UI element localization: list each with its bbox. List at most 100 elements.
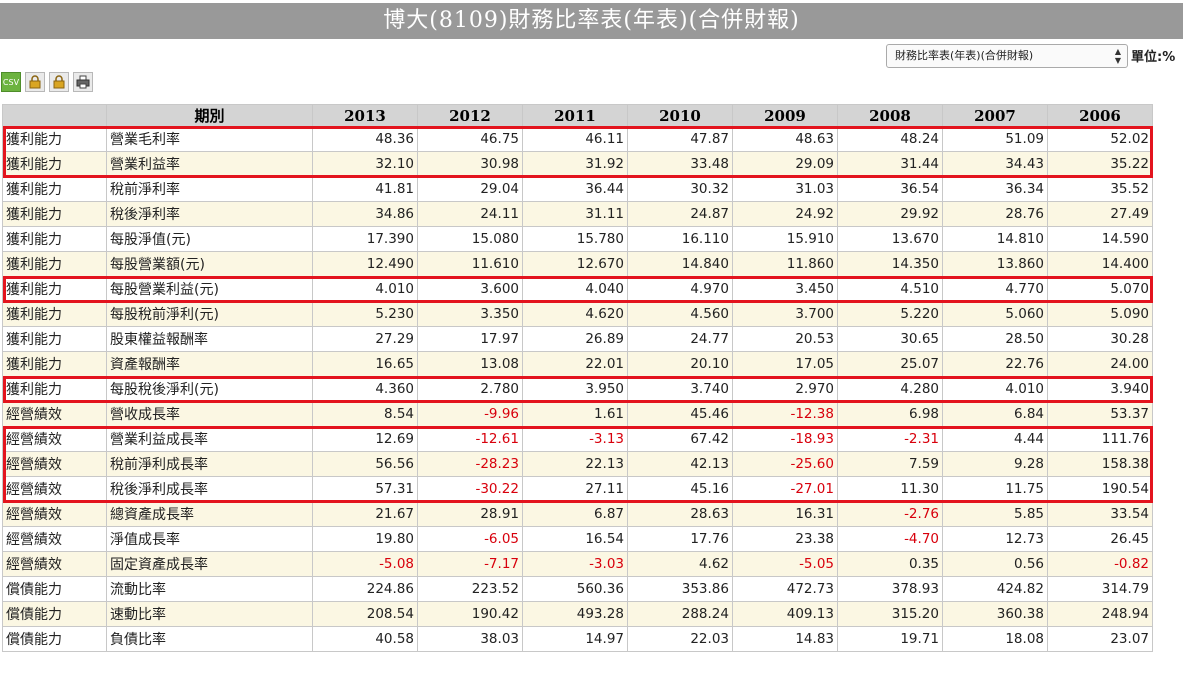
value-cell: 35.52 (1047, 176, 1153, 202)
value-cell: 190.54 (1047, 476, 1153, 502)
value-cell: 4.62 (627, 551, 733, 577)
value-cell: 27.11 (522, 476, 628, 502)
value-cell: 6.87 (522, 501, 628, 527)
category-cell: 獲利能力 (2, 151, 107, 177)
value-cell: 4.040 (522, 276, 628, 302)
category-cell: 經營績效 (2, 501, 107, 527)
value-cell: -5.08 (312, 551, 418, 577)
value-cell: 32.10 (312, 151, 418, 177)
value-cell: 8.54 (312, 401, 418, 427)
value-cell: 472.73 (732, 576, 838, 602)
table-row: 經營績效 營業利益成長率 12.69 -12.61 -3.13 67.42 -18.93 -2… (2, 426, 1153, 452)
value-cell: 48.63 (732, 126, 838, 152)
value-cell: 288.24 (627, 601, 733, 627)
value-cell: 40.58 (312, 626, 418, 652)
table-row: 獲利能力 稅前淨利率 41.81 29.04 36.44 30.32 31.03 36.54 3… (2, 176, 1153, 202)
category-cell: 償債能力 (2, 601, 107, 627)
table-row: 獲利能力 股東權益報酬率 27.29 17.97 26.89 24.77 20.53 30.6… (2, 326, 1153, 352)
value-cell: 24.11 (417, 201, 523, 227)
table-row: 經營績效 總資產成長率 21.67 28.91 6.87 28.63 16.31 -2.76 5… (2, 501, 1153, 527)
value-cell: 15.080 (417, 226, 523, 252)
category-cell: 經營績效 (2, 551, 107, 577)
csv-icon: CSV (2, 77, 20, 87)
value-cell: 31.03 (732, 176, 838, 202)
ratio-name-cell: 營業利益率 (106, 151, 313, 177)
value-cell: 24.87 (627, 201, 733, 227)
ratio-name-cell: 股東權益報酬率 (106, 326, 313, 352)
value-cell: 16.110 (627, 226, 733, 252)
value-cell: -30.22 (417, 476, 523, 502)
table-row: 獲利能力 每股稅後淨利(元) 4.360 2.780 3.950 3.740 2.970 4.… (2, 376, 1153, 402)
table-row: 經營績效 營收成長率 8.54 -9.96 1.61 45.46 -12.38 6.98 6.8… (2, 401, 1153, 427)
value-cell: 29.04 (417, 176, 523, 202)
value-cell: 24.77 (627, 326, 733, 352)
value-cell: 30.65 (837, 326, 943, 352)
value-cell: 14.840 (627, 251, 733, 277)
category-cell: 經營績效 (2, 476, 107, 502)
toolbar: CSV (1, 72, 93, 94)
value-cell: -28.23 (417, 451, 523, 477)
value-cell: 15.780 (522, 226, 628, 252)
value-cell: 15.910 (732, 226, 838, 252)
value-cell: 48.36 (312, 126, 418, 152)
category-cell: 獲利能力 (2, 251, 107, 277)
lock-button[interactable] (49, 72, 69, 92)
value-cell: 28.76 (942, 201, 1048, 227)
value-cell: 17.390 (312, 226, 418, 252)
table-row: 獲利能力 每股營業額(元) 12.490 11.610 12.670 14.840 11.8… (2, 251, 1153, 277)
ratio-name-cell: 稅後淨利成長率 (106, 476, 313, 502)
category-cell: 獲利能力 (2, 351, 107, 377)
ratio-name-cell: 總資產成長率 (106, 501, 313, 527)
value-cell: 4.360 (312, 376, 418, 402)
value-cell: 4.280 (837, 376, 943, 402)
value-cell: 67.42 (627, 426, 733, 452)
category-cell: 經營績效 (2, 526, 107, 552)
value-cell: -27.01 (732, 476, 838, 502)
value-cell: 36.44 (522, 176, 628, 202)
value-cell: 28.50 (942, 326, 1048, 352)
value-cell: -6.05 (417, 526, 523, 552)
print-button[interactable] (73, 72, 93, 92)
value-cell: 2.780 (417, 376, 523, 402)
value-cell: 560.36 (522, 576, 628, 602)
table-row: 經營績效 稅後淨利成長率 57.31 -30.22 27.11 45.16 -27.01 11… (2, 476, 1153, 502)
value-cell: 12.69 (312, 426, 418, 452)
value-cell: 36.54 (837, 176, 943, 202)
value-cell: 6.84 (942, 401, 1048, 427)
value-cell: 34.86 (312, 201, 418, 227)
value-cell: 19.71 (837, 626, 943, 652)
value-cell: 33.48 (627, 151, 733, 177)
csv-export-button[interactable]: CSV (1, 72, 21, 92)
ratio-name-cell: 稅前淨利率 (106, 176, 313, 202)
ratio-name-cell: 資產報酬率 (106, 351, 313, 377)
value-cell: 28.91 (417, 501, 523, 527)
value-cell: 5.220 (837, 301, 943, 327)
value-cell: 45.46 (627, 401, 733, 427)
value-cell: 12.73 (942, 526, 1048, 552)
value-cell: 23.38 (732, 526, 838, 552)
table-row: 獲利能力 營業毛利率 48.36 46.75 46.11 47.87 48.63 48.24 5… (2, 126, 1153, 152)
value-cell: 353.86 (627, 576, 733, 602)
value-cell: 11.860 (732, 251, 838, 277)
value-cell: 56.56 (312, 451, 418, 477)
value-cell: 29.09 (732, 151, 838, 177)
category-cell: 獲利能力 (2, 226, 107, 252)
value-cell: 6.98 (837, 401, 943, 427)
ratio-name-cell: 營業利益成長率 (106, 426, 313, 452)
value-cell: -9.96 (417, 401, 523, 427)
ratio-name-cell: 稅後淨利率 (106, 201, 313, 227)
report-type-select[interactable]: 財務比率表(年表)(合併財報) ▲ ▼ (886, 44, 1128, 68)
value-cell: 21.67 (312, 501, 418, 527)
value-cell: 224.86 (312, 576, 418, 602)
value-cell: 360.38 (942, 601, 1048, 627)
category-cell: 獲利能力 (2, 301, 107, 327)
report-type-select-value: 財務比率表(年表)(合併財報) (895, 49, 1034, 62)
value-cell: 14.97 (522, 626, 628, 652)
lock-button[interactable] (25, 72, 45, 92)
category-cell: 獲利能力 (2, 376, 107, 402)
value-cell: 41.81 (312, 176, 418, 202)
category-cell: 經營績效 (2, 451, 107, 477)
column-header-year: 2007 (942, 104, 1048, 127)
category-cell: 經營績效 (2, 401, 107, 427)
value-cell: 33.54 (1047, 501, 1153, 527)
